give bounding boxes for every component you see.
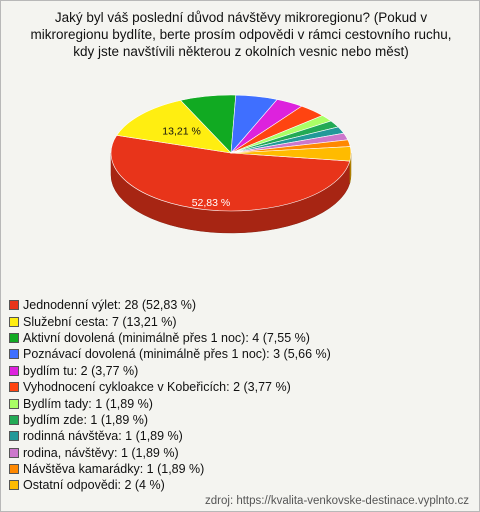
legend-swatch	[9, 464, 19, 475]
legend-item: rodinná návštěva: 1 (1,89 %)	[9, 428, 331, 444]
legend-label: Vyhodnocení cykloakce v Kobeřicích: 2 (3…	[23, 380, 291, 395]
legend-item: Služební cesta: 7 (13,21 %)	[9, 313, 331, 329]
chart-title: Jaký byl váš poslední důvod návštěvy mik…	[30, 10, 452, 59]
slice-label: 52,83 %	[192, 197, 231, 209]
slice	[230, 146, 352, 162]
legend-label: Jednodenní výlet: 28 (52,83 %)	[23, 298, 197, 313]
legend-swatch	[9, 300, 19, 311]
legend-swatch	[9, 447, 19, 458]
legend-swatch	[9, 431, 19, 442]
legend: Jednodenní výlet: 28 (52,83 %) Služební c…	[9, 297, 331, 494]
legend-item: bydlím tu: 2 (3,77 %)	[9, 363, 331, 379]
legend-label: rodina, návštěvy: 1 (1,89 %)	[23, 445, 179, 460]
legend-label: Ostatní odpovědi: 2 (4 %)	[23, 478, 165, 493]
legend-item: Ostatní odpovědi: 2 (4 %)	[9, 477, 331, 493]
slice-label: 13,21 %	[162, 126, 201, 138]
legend-label: Návštěva kamarádky: 1 (1,89 %)	[23, 462, 205, 477]
legend-label: bydlím tu: 2 (3,77 %)	[23, 363, 139, 378]
legend-swatch	[9, 414, 19, 425]
legend-item: Jednodenní výlet: 28 (52,83 %)	[9, 297, 331, 313]
legend-label: Služební cesta: 7 (13,21 %)	[23, 314, 177, 329]
legend-swatch	[9, 349, 19, 360]
legend-item: Poznávací dovolená (minimálně přes 1 noc…	[9, 346, 331, 362]
legend-swatch	[9, 382, 19, 393]
legend-item: Návštěva kamarádky: 1 (1,89 %)	[9, 461, 331, 477]
legend-item: Aktivní dovolená (minimálně přes 1 noc):…	[9, 330, 331, 346]
legend-item: Vyhodnocení cykloakce v Kobeřicích: 2 (3…	[9, 379, 331, 395]
legend-item: Bydlím tady: 1 (1,89 %)	[9, 395, 331, 411]
legend-swatch	[9, 332, 19, 343]
legend-label: Aktivní dovolená (minimálně přes 1 noc):…	[23, 330, 310, 345]
legend-swatch	[9, 480, 19, 491]
legend-label: bydlím zde: 1 (1,89 %)	[23, 412, 149, 427]
source: zdroj: https://kvalita-venkovske-destina…	[205, 495, 469, 507]
legend-swatch	[9, 365, 19, 376]
legend-item: bydlím zde: 1 (1,89 %)	[9, 412, 331, 428]
legend-item: rodina, návštěvy: 1 (1,89 %)	[9, 445, 331, 461]
legend-swatch	[9, 398, 19, 409]
legend-label: Bydlím tady: 1 (1,89 %)	[23, 396, 153, 411]
pie-chart: 52,83 % 13,21 %	[110, 94, 352, 234]
legend-label: Poznávací dovolená (minimálně přes 1 noc…	[23, 347, 331, 362]
slice	[116, 100, 232, 154]
legend-label: rodinná návštěva: 1 (1,89 %)	[23, 429, 183, 444]
slice	[110, 135, 351, 212]
legend-swatch	[9, 316, 19, 327]
